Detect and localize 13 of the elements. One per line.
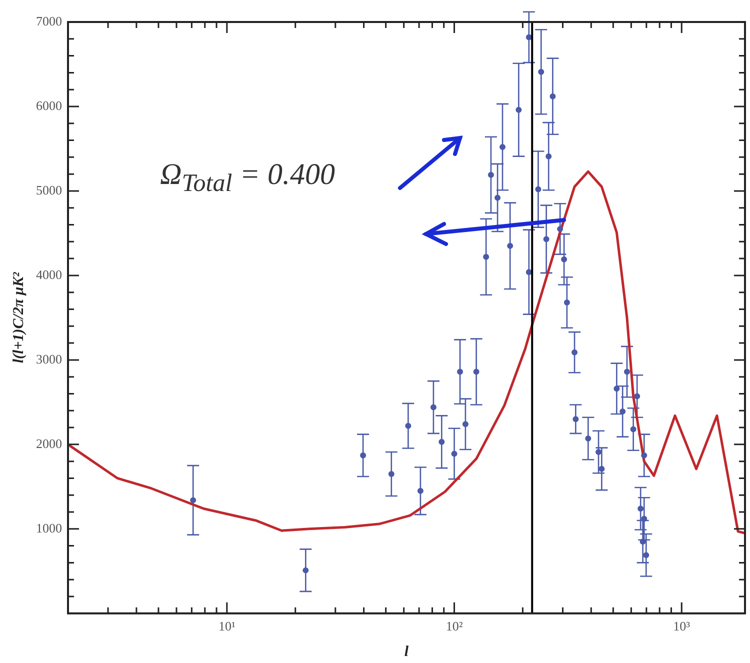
x-tick-label: 10²	[446, 618, 463, 634]
y-tick-label: 2000	[36, 436, 62, 451]
y-tick-label: 4000	[36, 266, 62, 282]
y-tick-label: 1000	[36, 520, 62, 536]
y-tick-label: 6000	[36, 98, 62, 113]
y-tick-label: 3000	[36, 351, 62, 366]
y-tick-label: 7000	[36, 13, 62, 28]
x-tick-label: 10¹	[218, 618, 236, 634]
annotation: Ω$_{Total}$ = 0.400	[160, 158, 335, 198]
y-tick-label: 5000	[36, 182, 62, 198]
x-axis-title: l	[404, 644, 410, 660]
y-axis-title: l(l+1)C/2π μK²	[10, 272, 27, 364]
x-tick-label: 10³	[673, 618, 690, 634]
